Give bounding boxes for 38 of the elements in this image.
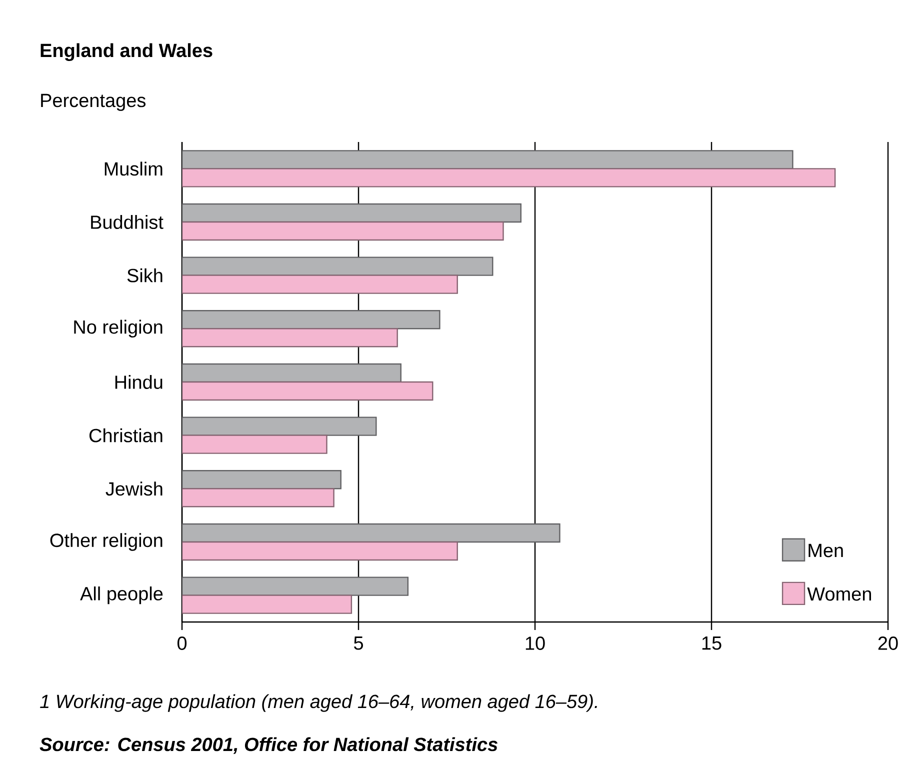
x-tick-label: 0	[177, 636, 187, 650]
bar	[182, 576, 409, 596]
bar	[182, 381, 434, 401]
bar	[182, 221, 504, 241]
y-tick-label: Sikh	[127, 268, 162, 282]
legend-label: Men	[808, 544, 843, 558]
bar	[182, 434, 328, 454]
bar	[182, 363, 402, 383]
y-tick-label: Hindu	[115, 375, 162, 389]
text: 1 Working-age population (men aged 16–64, women aged 16–59).	[40, 694, 597, 712]
chart-title: England and Wales	[40, 43, 212, 62]
y-tick-label: All people	[80, 586, 163, 604]
chart-subtitle: Percentages	[41, 94, 146, 111]
bar	[182, 541, 458, 561]
x-tick-label: 10	[526, 636, 545, 650]
bar	[182, 274, 458, 294]
y-tick-label: Muslim	[104, 162, 162, 176]
x-tick-label: 5	[354, 636, 363, 650]
bar	[182, 310, 440, 330]
y-tick-label: No religion	[74, 320, 162, 338]
legend-label: Women	[807, 587, 871, 601]
bar	[182, 470, 342, 490]
source-note: Source: Census 2001, Office for National Statistics	[40, 737, 498, 754]
bar	[182, 203, 522, 223]
bar	[182, 594, 352, 614]
bar	[182, 488, 334, 508]
bar	[182, 168, 836, 188]
y-tick-label: Buddhist	[91, 215, 164, 229]
x-tick-label: 20	[878, 636, 898, 650]
y-tick-label: Christian	[89, 428, 162, 442]
bar	[182, 523, 560, 543]
bar	[182, 416, 377, 436]
y-tick-label: Jewish	[106, 482, 162, 496]
y-tick-label: Other religion	[50, 533, 162, 551]
x-tick-label: 15	[702, 636, 722, 650]
bar	[182, 328, 398, 348]
bar	[182, 256, 494, 276]
bar	[182, 150, 794, 170]
